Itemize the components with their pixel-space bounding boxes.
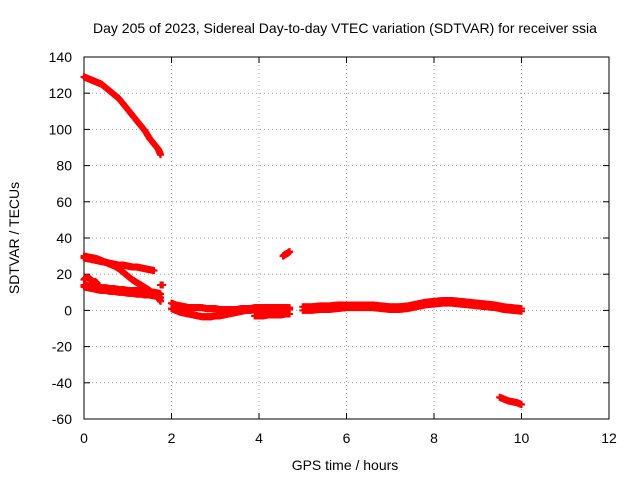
data-point — [286, 305, 294, 313]
y-tick-label: -60 — [52, 411, 72, 427]
y-tick-label: 60 — [56, 194, 72, 210]
x-tick-labels: 0 2 4 6 8 10 12 — [80, 430, 617, 446]
data-point — [159, 281, 167, 289]
y-tick-label: -40 — [52, 375, 72, 391]
series-arc-15 — [496, 393, 525, 409]
x-tick-label: 8 — [430, 430, 438, 446]
x-tick-label: 0 — [80, 430, 88, 446]
y-tick-label: 20 — [56, 266, 72, 282]
y-tick-label: 100 — [49, 121, 73, 137]
data-points — [80, 73, 525, 409]
x-tick-label: 10 — [514, 430, 530, 446]
data-point — [286, 248, 294, 256]
y-tick-label: 40 — [56, 230, 72, 246]
y-tick-label: 80 — [56, 158, 72, 174]
series-arc-1 — [80, 73, 165, 159]
data-point — [518, 307, 525, 315]
chart-title: Day 205 of 2023, Sidereal Day-to-day VTE… — [93, 20, 597, 36]
data-point — [157, 151, 165, 159]
x-axis-label: GPS time / hours — [292, 457, 399, 473]
series-arc-7 — [157, 281, 167, 289]
y-axis-label: SDTVAR / TECUs — [6, 182, 22, 294]
x-tick-label: 2 — [168, 430, 176, 446]
series-arc-6 — [80, 283, 165, 302]
grid-lines — [84, 57, 609, 419]
data-point — [518, 401, 525, 409]
y-tick-label: 120 — [49, 85, 73, 101]
series-arc-14 — [299, 299, 525, 315]
y-tick-label: -20 — [52, 339, 72, 355]
axis-ticks — [83, 56, 610, 420]
series-arc-12 — [279, 248, 294, 260]
y-tick-labels: -60 -40 -20 0 20 40 60 80 100 120 140 — [49, 49, 73, 427]
x-tick-label: 6 — [343, 430, 351, 446]
data-point — [150, 267, 158, 275]
series-arc-11 — [251, 305, 294, 314]
series-arc-3 — [80, 254, 165, 305]
y-tick-label: 0 — [64, 302, 72, 318]
x-tick-label: 12 — [601, 430, 617, 446]
x-tick-label: 4 — [255, 430, 263, 446]
data-point — [157, 294, 165, 302]
y-tick-label: 140 — [49, 49, 73, 65]
